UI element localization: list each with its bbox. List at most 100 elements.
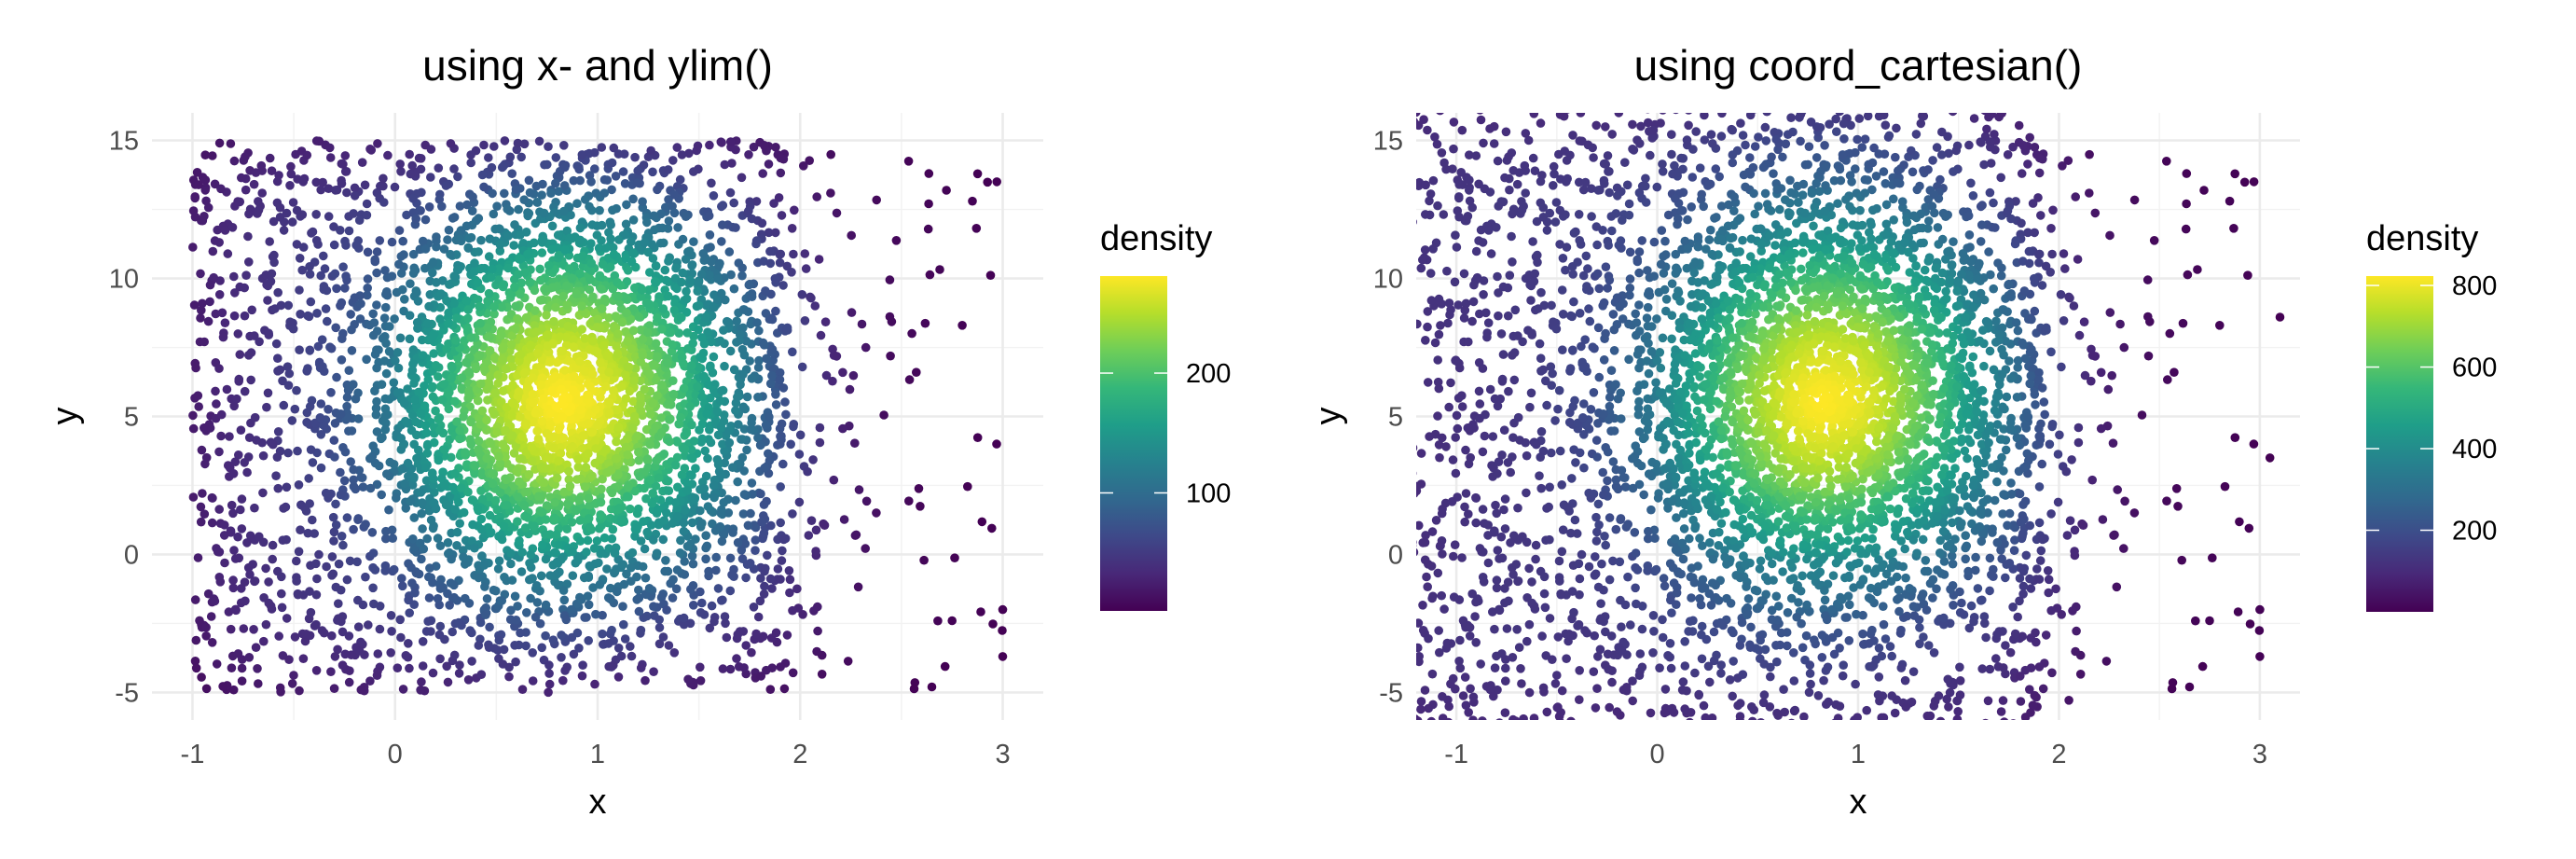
data-point <box>357 158 367 167</box>
data-point <box>590 679 599 689</box>
data-point <box>249 179 259 189</box>
data-point <box>1854 720 1864 729</box>
data-point <box>663 165 673 174</box>
data-point <box>544 452 554 463</box>
data-point <box>712 407 723 416</box>
data-point <box>531 581 542 590</box>
data-point <box>909 684 919 694</box>
data-point <box>752 318 762 327</box>
data-point <box>403 384 412 394</box>
data-point <box>1611 524 1621 534</box>
data-point <box>636 326 646 335</box>
data-point <box>340 151 351 160</box>
data-point <box>643 247 653 257</box>
data-point <box>851 530 861 540</box>
data-point <box>487 272 496 283</box>
data-point <box>721 618 730 629</box>
data-point <box>733 477 742 487</box>
data-point <box>592 536 602 546</box>
data-point <box>567 273 577 284</box>
data-point <box>743 520 753 531</box>
data-point <box>463 305 474 314</box>
data-point <box>1811 153 1822 162</box>
data-point <box>575 405 585 415</box>
data-point <box>812 192 821 201</box>
data-point <box>755 440 765 450</box>
data-point <box>1401 325 1411 334</box>
data-point <box>369 318 379 327</box>
data-point <box>679 518 689 528</box>
data-point <box>767 344 778 354</box>
data-point <box>738 509 749 519</box>
data-point <box>777 419 787 429</box>
data-point <box>229 546 239 555</box>
data-point <box>639 517 648 526</box>
chart-title: using coord_cartesian() <box>1634 41 2083 90</box>
data-point <box>722 632 732 643</box>
data-point <box>1442 81 1452 90</box>
data-point <box>439 244 449 254</box>
data-point <box>538 540 547 549</box>
data-point <box>417 677 426 686</box>
data-point <box>785 588 794 598</box>
data-point <box>489 309 499 319</box>
data-point <box>821 370 832 381</box>
data-point <box>479 561 489 570</box>
data-point <box>778 459 788 469</box>
data-point <box>269 257 279 268</box>
data-point <box>511 657 520 667</box>
data-point <box>613 505 624 514</box>
data-point <box>850 438 860 449</box>
data-point <box>530 238 539 248</box>
data-point <box>580 195 590 204</box>
data-point <box>672 452 682 463</box>
data-point <box>1527 328 1536 339</box>
data-point <box>319 251 328 261</box>
data-point <box>763 550 772 561</box>
data-point <box>494 264 504 273</box>
data-point <box>702 409 711 419</box>
data-point <box>914 484 924 493</box>
data-point <box>444 404 454 414</box>
data-point <box>418 498 427 507</box>
data-point <box>573 454 583 464</box>
data-point <box>339 476 350 486</box>
data-point <box>554 424 564 435</box>
data-point <box>542 501 552 510</box>
data-point <box>423 617 434 626</box>
y-tick-label: -5 <box>1379 678 1403 708</box>
data-point <box>1527 577 1536 587</box>
data-point <box>684 148 694 159</box>
data-point <box>625 386 635 396</box>
data-point <box>731 406 740 415</box>
data-point <box>622 200 631 210</box>
data-point <box>213 547 223 557</box>
data-point <box>390 182 400 192</box>
data-point <box>704 566 713 576</box>
data-point <box>1396 319 1405 328</box>
data-point <box>485 234 495 243</box>
data-point <box>609 143 619 153</box>
data-point <box>353 595 363 605</box>
data-point <box>606 234 615 243</box>
data-point <box>452 541 461 550</box>
data-point <box>609 386 618 395</box>
data-point <box>776 518 785 528</box>
data-point <box>689 436 699 446</box>
data-point <box>516 628 525 638</box>
data-point <box>591 609 600 619</box>
data-point <box>651 339 661 349</box>
data-point <box>530 521 539 531</box>
y-tick-label: -5 <box>115 678 139 708</box>
data-point <box>549 316 558 326</box>
data-point <box>705 270 714 280</box>
data-point <box>646 520 656 530</box>
data-point <box>1403 109 1412 118</box>
data-point <box>235 350 245 359</box>
data-point <box>341 241 351 250</box>
data-point <box>535 618 545 629</box>
x-tick-label: 3 <box>2252 740 2267 769</box>
data-point <box>613 644 624 653</box>
data-point <box>194 402 203 411</box>
data-point <box>420 421 431 431</box>
